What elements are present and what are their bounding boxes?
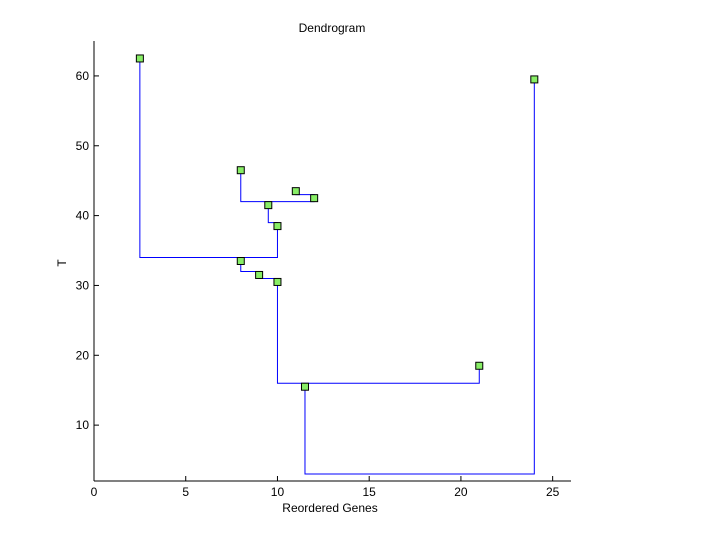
dendrogram-node	[310, 194, 319, 203]
x-tick-label: 25	[546, 485, 560, 499]
x-axis-label: Reordered Genes	[282, 501, 377, 515]
dendrogram-node	[273, 222, 282, 231]
dendrogram-link	[304, 79, 535, 475]
nodes	[135, 54, 539, 391]
y-axis-label: T	[55, 259, 69, 267]
axes: 0 5 10 15 20 25 10 20 30 40 50 60	[76, 41, 571, 499]
y-tick-label: 50	[76, 139, 90, 153]
links	[139, 58, 535, 475]
x-tick-label: 20	[454, 485, 468, 499]
dendrogram-node	[273, 277, 282, 286]
dendrogram-link	[276, 281, 480, 384]
x-tick-label: 15	[363, 485, 377, 499]
x-tick-label: 10	[271, 485, 285, 499]
dendrogram-node	[255, 270, 264, 279]
y-tick-label: 60	[76, 69, 90, 83]
dendrogram-node	[300, 382, 309, 391]
dendrogram-node	[530, 75, 539, 84]
dendrogram-node	[475, 361, 484, 370]
dendrogram-node	[135, 54, 144, 63]
dendrogram-node	[291, 187, 300, 196]
dendrogram-link	[139, 58, 278, 259]
x-tick-label: 5	[182, 485, 189, 499]
dendrogram-node	[264, 201, 273, 210]
y-tick-label: 40	[76, 209, 90, 223]
chart-title: Dendrogram	[299, 21, 366, 35]
dendrogram-link	[240, 170, 315, 203]
y-tick-label: 20	[76, 348, 90, 362]
y-tick-label: 10	[76, 418, 90, 432]
x-tick-label: 0	[91, 485, 98, 499]
dendrogram-node	[236, 166, 245, 175]
y-tick-label: 30	[76, 278, 90, 292]
dendrogram-node	[236, 257, 245, 265]
